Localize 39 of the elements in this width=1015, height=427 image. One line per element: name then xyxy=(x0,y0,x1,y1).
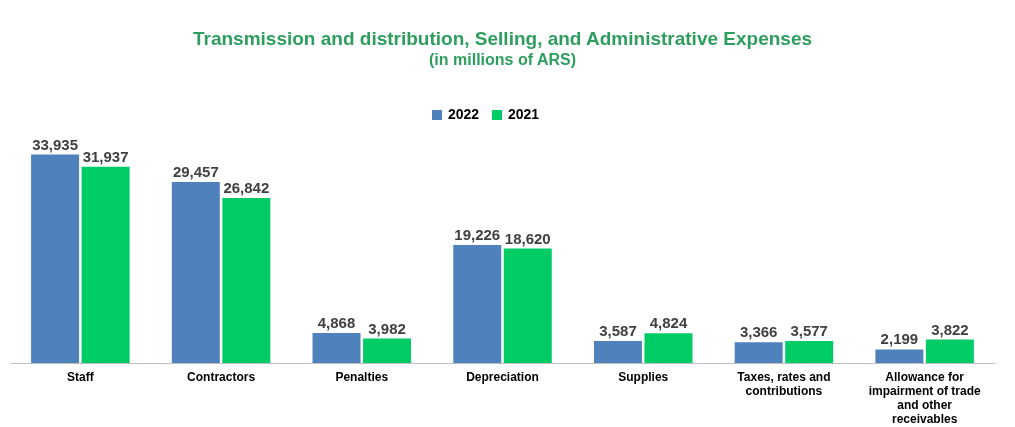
bar xyxy=(81,166,130,363)
data-label: 3,587 xyxy=(599,321,637,339)
x-tick-label: Penalties xyxy=(335,369,389,384)
bar xyxy=(875,349,924,363)
bar xyxy=(222,198,271,363)
data-label: 3,982 xyxy=(368,319,406,337)
bar xyxy=(312,333,361,363)
bar xyxy=(734,342,783,363)
bar xyxy=(593,340,642,363)
data-label: 31,937 xyxy=(82,147,129,165)
data-label: 3,366 xyxy=(739,323,778,341)
data-label: 2,199 xyxy=(880,330,919,348)
data-label: 4,868 xyxy=(317,314,356,332)
bar xyxy=(31,154,80,363)
bar xyxy=(644,333,693,363)
x-tick-label: Depreciation xyxy=(466,369,539,384)
x-tick-label: Allowance for impairment of trade and other receivables xyxy=(868,369,981,426)
bar xyxy=(503,248,552,363)
data-label: 3,577 xyxy=(790,322,828,340)
bar xyxy=(171,182,220,363)
data-label: 33,935 xyxy=(32,135,79,153)
data-label: 3,822 xyxy=(931,320,969,338)
bar xyxy=(785,341,834,363)
chart-subtitle: (in millions of ARS) xyxy=(429,51,576,68)
data-label: 26,842 xyxy=(223,179,270,197)
bar xyxy=(453,244,502,363)
bar xyxy=(925,339,974,363)
x-tick-label: Staff xyxy=(67,369,95,384)
data-label: 4,824 xyxy=(649,314,688,332)
data-label: 29,457 xyxy=(172,163,219,181)
data-label: 18,620 xyxy=(504,229,551,247)
x-tick-label: Taxes, rates and contributions xyxy=(737,369,831,398)
x-tick-label: Supplies xyxy=(618,369,669,384)
legend-label: 2022 xyxy=(448,106,480,122)
bar xyxy=(363,338,412,363)
data-label: 19,226 xyxy=(454,225,501,243)
chart-title: Transmission and distribution, Selling, and Administrative Expenses xyxy=(192,28,813,49)
legend-label: 2021 xyxy=(508,106,540,122)
x-tick-label: Contractors xyxy=(187,369,256,384)
